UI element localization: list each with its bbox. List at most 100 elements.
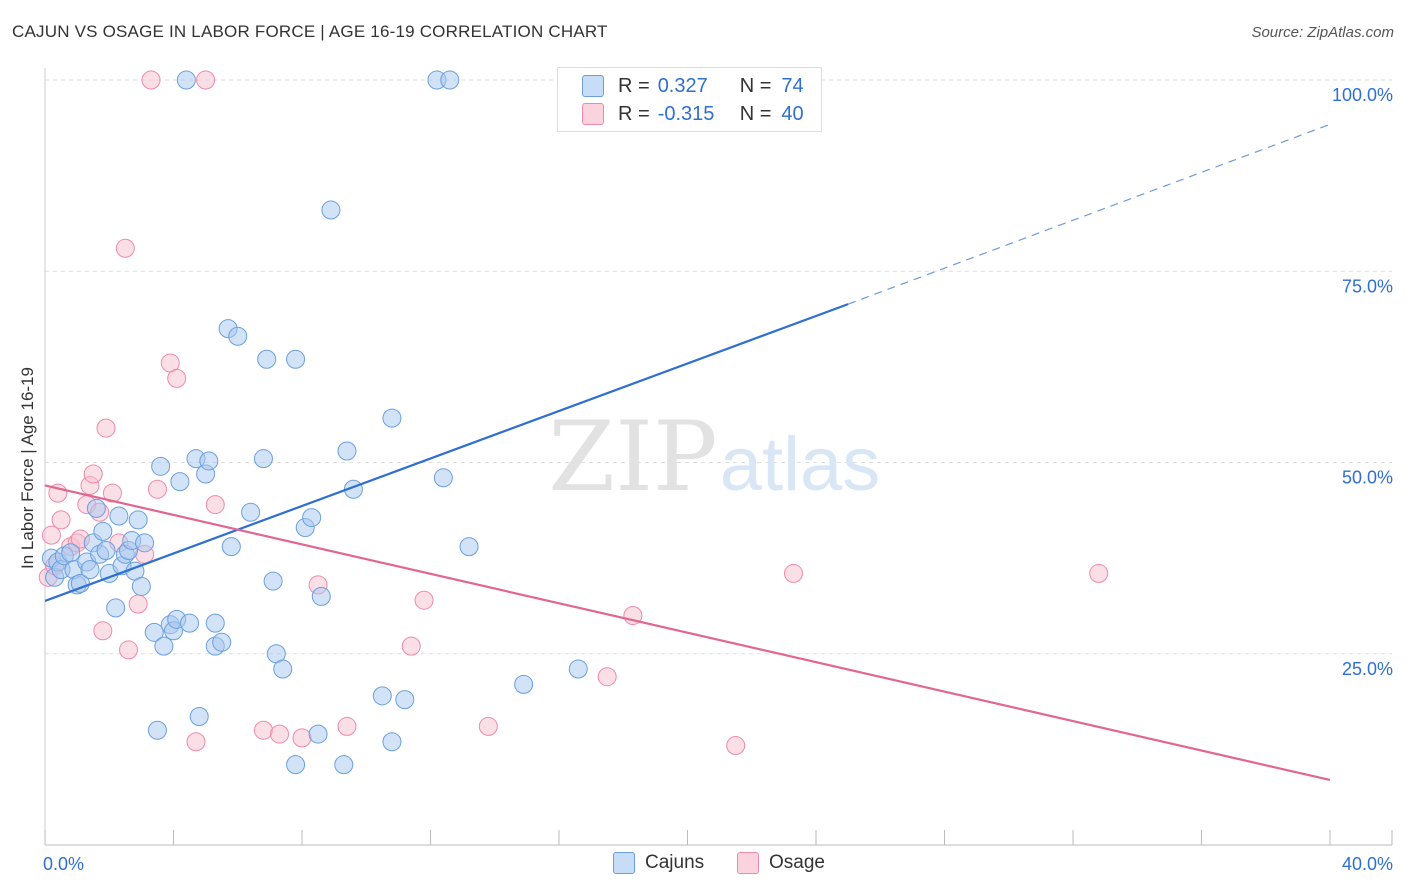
y-tick-label: 100.0% <box>1332 85 1393 105</box>
trend-line-cajuns-extension <box>847 123 1331 305</box>
cajun-point <box>151 456 171 476</box>
watermark: ZIP atlas <box>548 401 880 513</box>
legend-r-value-cajuns: 0.327 <box>657 74 708 97</box>
x-tick-label: 0.0% <box>43 854 84 874</box>
legend-item-cajuns[interactable]: Cajuns <box>613 852 704 874</box>
osage-point <box>51 510 71 530</box>
osage-point <box>147 479 167 499</box>
osage-point <box>337 716 357 736</box>
osage-point <box>253 720 273 740</box>
cajun-point <box>273 659 293 679</box>
cajun-point <box>241 502 261 522</box>
cajun-point <box>135 533 155 553</box>
cajun-point <box>61 543 81 563</box>
cajun-point <box>253 449 273 469</box>
cajun-point <box>302 508 322 528</box>
osage-point <box>119 640 139 660</box>
osage-point <box>414 590 434 610</box>
cajun-point <box>80 560 100 580</box>
cajun-point <box>170 472 190 492</box>
correlation-legend: R = 0.327 N = 74 R = -0.315 N = 40 <box>557 67 822 132</box>
osage-point <box>167 368 187 388</box>
legend-row-osage: R = -0.315 N = 40 <box>582 100 804 128</box>
cajun-point <box>109 506 129 526</box>
cajun-point <box>286 349 306 369</box>
osage-point <box>478 716 498 736</box>
cajun-point <box>257 349 277 369</box>
osage-point <box>1089 563 1109 583</box>
cajun-point <box>106 598 126 618</box>
y-tick-label: 50.0% <box>1342 468 1393 488</box>
cajun-point <box>440 70 460 90</box>
osage-point <box>115 238 135 258</box>
cajun-point <box>321 200 341 220</box>
osage-point <box>597 667 617 687</box>
legend-n-label: N = <box>739 74 772 97</box>
osage-point <box>270 724 290 744</box>
gridlines <box>45 79 1392 655</box>
cajun-point <box>514 674 534 694</box>
cajun-point <box>311 586 331 606</box>
cajun-point <box>286 755 306 775</box>
legend-swatch-osage <box>737 852 759 874</box>
cajun-point <box>93 521 113 541</box>
cajun-point <box>263 571 283 591</box>
osage-point <box>401 636 421 656</box>
cajun-point <box>144 622 164 642</box>
cajun-point <box>189 706 209 726</box>
legend-r-label: R = <box>618 102 650 125</box>
legend-row-cajuns: R = 0.327 N = 74 <box>582 72 804 100</box>
cajun-point <box>459 537 479 557</box>
y-tick-label: 25.0% <box>1342 659 1393 679</box>
osage-point <box>128 594 148 614</box>
x-tick-label: 40.0% <box>1342 854 1393 874</box>
cajun-point <box>70 573 90 593</box>
tick-labels: 25.0% 50.0% 75.0% 100.0% 0.0% 40.0% <box>43 85 1393 874</box>
series-legend: Cajuns Osage <box>0 852 1406 878</box>
source-credit: Source: ZipAtlas.com <box>1251 24 1394 41</box>
osage-point <box>726 736 746 756</box>
axes <box>44 68 1393 846</box>
cajun-point <box>205 613 225 633</box>
cajun-point <box>372 686 392 706</box>
legend-swatch-cajuns <box>582 75 604 97</box>
osage-point <box>784 563 804 583</box>
watermark-zip: ZIP <box>548 401 717 513</box>
legend-r-value-osage: -0.315 <box>657 102 715 125</box>
cajun-point <box>221 537 241 557</box>
cajun-point <box>131 576 151 596</box>
cajun-point <box>334 755 354 775</box>
legend-n-value-osage: 40 <box>781 102 804 125</box>
cajun-point <box>228 326 248 346</box>
chart-title: CAJUN VS OSAGE IN LABOR FORCE | AGE 16-1… <box>12 22 608 41</box>
cajun-point <box>308 724 328 744</box>
cajun-point <box>154 636 174 656</box>
trend-line-cajuns <box>44 303 849 602</box>
cajun-point <box>128 510 148 530</box>
cajun-point <box>433 468 453 488</box>
cajun-point <box>86 498 106 518</box>
osage-point <box>141 70 161 90</box>
legend-item-osage[interactable]: Osage <box>737 852 825 874</box>
osage-point <box>41 525 61 545</box>
legend-swatch-osage <box>582 103 604 125</box>
legend-label-osage: Osage <box>769 852 825 873</box>
cajun-point <box>212 632 232 652</box>
cajun-point <box>337 441 357 461</box>
legend-r-label: R = <box>618 74 650 97</box>
cajun-point <box>147 720 167 740</box>
cajun-point <box>199 451 219 471</box>
osage-point <box>205 495 225 515</box>
osage-point <box>93 621 113 641</box>
osage-point <box>102 483 122 503</box>
cajun-point <box>180 613 200 633</box>
cajun-point <box>568 659 588 679</box>
legend-swatch-cajuns <box>613 852 635 874</box>
cajun-point <box>382 408 402 428</box>
cajun-point <box>96 540 116 560</box>
trend-lines <box>44 123 1331 782</box>
legend-n-label: N = <box>739 102 772 125</box>
trend-line-osage <box>44 484 1331 782</box>
y-tick-label: 75.0% <box>1342 276 1393 296</box>
cajun-point <box>395 690 415 710</box>
